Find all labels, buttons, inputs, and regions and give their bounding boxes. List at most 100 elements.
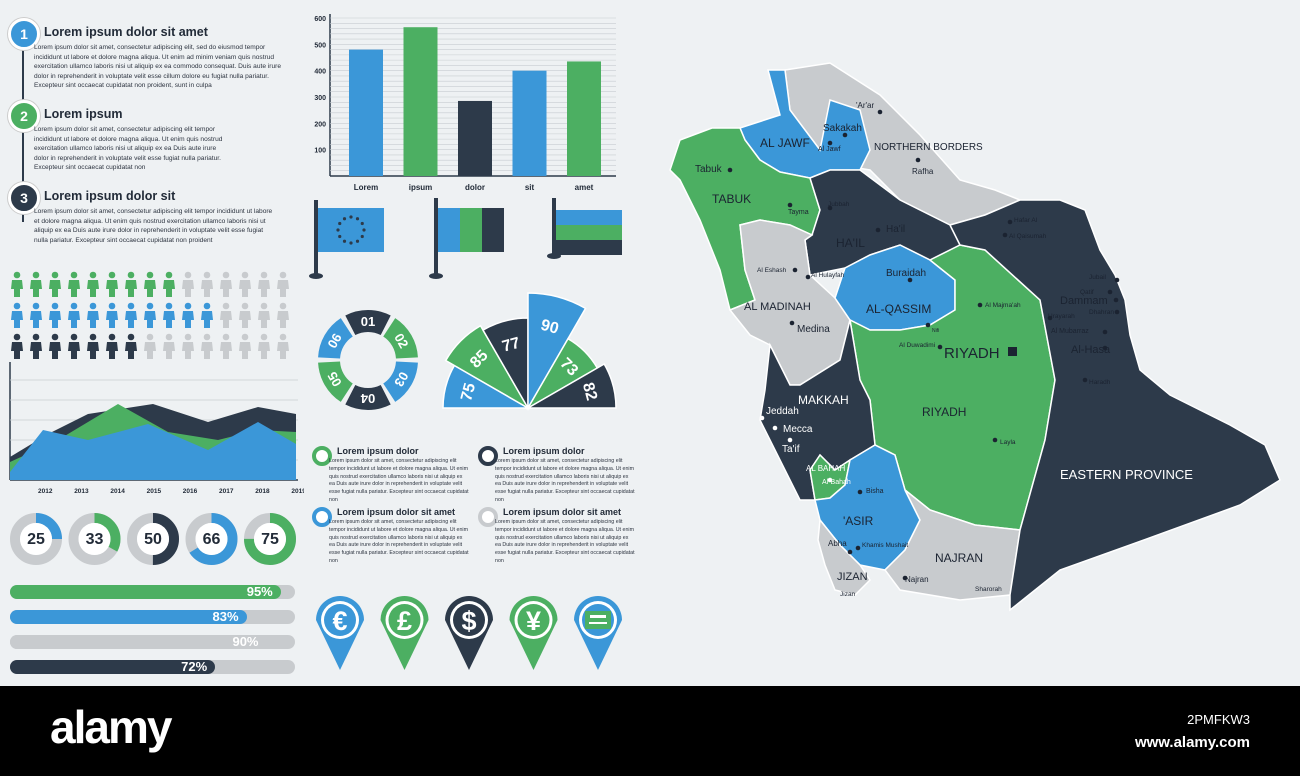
x-tick-label: Lorem: [354, 183, 378, 192]
svg-text:€: €: [332, 606, 347, 636]
person-icon: [239, 271, 251, 297]
city-marker: Dhahran: [1089, 309, 1120, 316]
saudi-arabia-map: AL JAWF NORTHERN BORDERS TABUK HA'IL AL-…: [669, 62, 1281, 612]
city-label: Al-Bahah: [822, 479, 851, 486]
city-marker: 'Ar'ar: [856, 101, 883, 115]
person-icon: [163, 333, 175, 359]
progress-label-2: 83%: [212, 609, 239, 624]
person-icon: [220, 333, 232, 359]
city-label: Ha'il: [886, 224, 905, 235]
bar-chart: 100 200 300 400 500 600 Lorem ipsum dolor sit amet: [314, 14, 616, 192]
city-marker: Nifi: [925, 322, 939, 334]
step-1-number: 1: [8, 18, 40, 50]
donut-label: 66: [203, 531, 221, 548]
city-markers: 'Ar'ar Sakakah Al Jawf Rafha Tabuk Tayma Jubba…: [695, 101, 1120, 598]
city-label: Jubail: [1089, 274, 1107, 281]
city-label: Najran: [905, 575, 929, 584]
region-asir: [814, 444, 921, 571]
x-tick-label: dolor: [465, 183, 485, 192]
city-marker: Al Mubarraz: [1051, 328, 1108, 335]
region-labels: AL JAWF NORTHERN BORDERS TABUK HA'IL AL-…: [712, 136, 1193, 583]
city-marker: Sharorah: [975, 586, 1002, 593]
bar-sit: [512, 70, 547, 176]
city-label: Buraidah: [886, 268, 926, 279]
city-label: Dammam: [1060, 295, 1108, 307]
city-marker: Abha: [828, 539, 853, 555]
x-tick-label: sit: [525, 183, 535, 192]
ring-segment-06: [318, 318, 353, 359]
fan-label: 82: [579, 381, 600, 403]
donut-label: 33: [86, 531, 104, 548]
label-al-bahah: AL BAHAH: [806, 464, 845, 473]
donut-label: 50: [144, 531, 162, 548]
city-label: Sakakah: [823, 123, 862, 134]
label-al-madinah: AL MADINAH: [744, 301, 811, 313]
legend-title-2: Lorem ipsum dolor: [503, 446, 585, 456]
city-label: Khamis Mushait: [862, 542, 908, 549]
x-tick-label: amet: [575, 183, 594, 192]
flags-row: [309, 198, 622, 279]
person-icon: [68, 302, 80, 328]
capital-square-icon: [1008, 347, 1017, 356]
y-tick-label: 500: [314, 42, 326, 49]
bar-dolor: [458, 100, 492, 176]
city-label: Nifi: [932, 328, 939, 334]
person-icon: [106, 333, 118, 359]
person-icon: [277, 302, 289, 328]
year-label: 2012: [38, 488, 53, 495]
city-label: Abha: [828, 539, 847, 548]
striped-flag-icon: [547, 198, 622, 259]
person-icon: [49, 271, 61, 297]
city-label: Tayma: [788, 209, 809, 216]
city-label: Bisha: [866, 488, 884, 495]
ring-segment-03: [383, 361, 418, 402]
city-marker: Mecca: [772, 424, 813, 435]
city-marker: Jeddah: [759, 406, 799, 421]
donut-row: 25 33 50 66 75: [10, 513, 296, 565]
legend-body-1: Lorem ipsum dolor sit amet, consectetur …: [329, 458, 469, 503]
ring-segment-01: [345, 310, 391, 336]
city-label: Medina: [797, 324, 830, 335]
person-icon: [11, 302, 23, 328]
year-label: 2016: [183, 488, 198, 495]
legend-body-4: Lorem ipsum dolor sit amet, consectetur …: [495, 519, 635, 564]
label-al-jawf: AL JAWF: [760, 136, 810, 150]
fan-slice-90: [527, 292, 587, 411]
city-marker: Al Qaisumah: [1002, 232, 1047, 240]
person-icon: [11, 271, 23, 297]
year-label: 2018: [255, 488, 270, 495]
label-najran: NAJRAN: [935, 551, 983, 565]
person-icon: [201, 302, 213, 328]
ring-label: 06: [325, 331, 345, 351]
step-1-body: Lorem ipsum dolor sit amet, consectetur …: [34, 44, 282, 90]
fan-slice-82: [525, 362, 617, 409]
person-icon: [68, 271, 80, 297]
bar-amet: [567, 61, 601, 177]
watermark-brand: alamy: [50, 701, 172, 753]
legend-dot-4: [478, 507, 498, 527]
eu-flag-icon: [309, 200, 384, 279]
person-icon: [239, 302, 251, 328]
step-1-title: Lorem ipsum dolor sit amet: [44, 25, 208, 39]
fan-label: 90: [539, 317, 561, 338]
ring-segment-04: [345, 384, 391, 410]
person-icon: [258, 302, 270, 328]
person-icon: [258, 333, 270, 359]
donut-label: 75: [261, 531, 279, 548]
city-label: Hafar Al: [1014, 217, 1038, 224]
ring-segment-02: [383, 318, 418, 359]
step-2-body: Lorem ipsum dolor sit amet, consectetur …: [34, 126, 223, 172]
person-icon: [277, 271, 289, 297]
step-2-title: Lorem ipsum: [44, 107, 123, 121]
person-icon: [201, 271, 213, 297]
person-icon: [87, 271, 99, 297]
watermark-footer: alamy 2PMFKW3 www.alamy.com: [0, 686, 1300, 776]
city-marker: Tabuk: [695, 164, 733, 175]
people-pictogram: [11, 271, 289, 359]
progress-label-4: 72%: [181, 659, 208, 674]
label-al-qassim: AL-QASSIM: [866, 302, 931, 316]
region-jizan: [817, 518, 871, 596]
city-label: Ta'if: [782, 444, 800, 455]
segment-ring: 01 02 03 04 05 06: [318, 310, 418, 410]
person-icon: [144, 271, 156, 297]
